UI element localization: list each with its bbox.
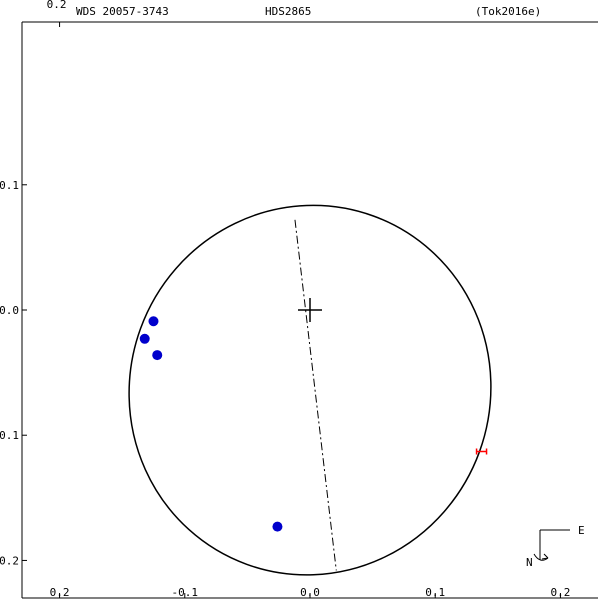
compass-n-label: N	[526, 556, 533, 569]
data-point	[152, 350, 162, 360]
data-point	[140, 334, 150, 344]
xtick-label: 0.0	[300, 586, 320, 599]
orbit-plot: WDS 20057-3743 HDS2865 (Tok2016e) 0.2 -0.1 0.…	[0, 0, 600, 600]
xtick-label: 0.1	[425, 586, 445, 599]
data-point	[148, 316, 158, 326]
data-point	[272, 522, 282, 532]
ytick-label: -0.1	[0, 429, 19, 442]
header-center: HDS2865	[265, 5, 311, 18]
xtick-label: -0.1	[172, 586, 199, 599]
xtick-label: 0.2	[50, 586, 70, 599]
xtick-label: 0.2	[550, 586, 570, 599]
compass-e-label: E	[578, 524, 585, 537]
ytick-label: -0.0	[0, 304, 19, 317]
ytick-label: -0.2	[0, 554, 19, 567]
background	[0, 0, 600, 600]
xtick-top-label: 0.2	[47, 0, 67, 11]
ytick-label: -0.1	[0, 179, 19, 192]
header-left: WDS 20057-3743	[76, 5, 169, 18]
header-right: (Tok2016e)	[475, 5, 541, 18]
chart-container: WDS 20057-3743 HDS2865 (Tok2016e) 0.2 -0.1 0.…	[0, 0, 600, 600]
